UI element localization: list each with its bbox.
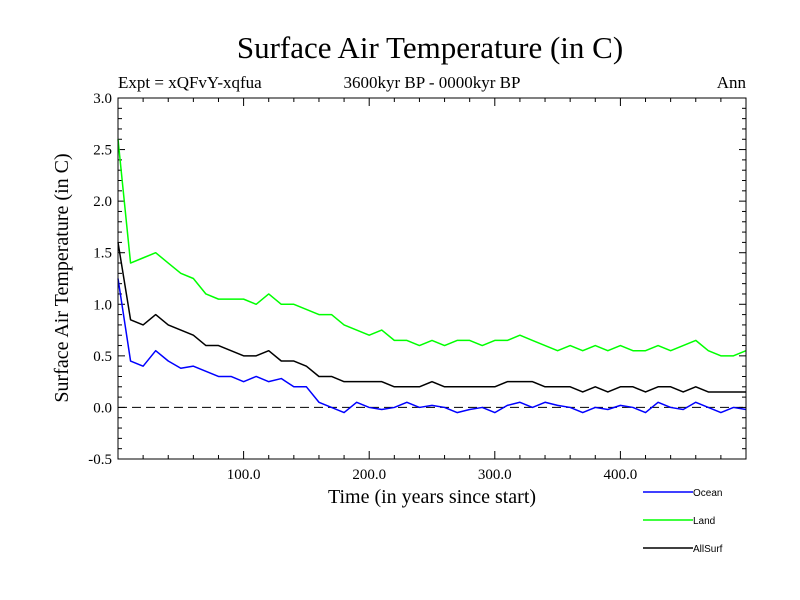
legend-label-land: Land (693, 516, 715, 527)
y-tick-label: 1.0 (93, 297, 112, 313)
chart-subtitle: 3600kyr BP - 0000kyr BP (344, 73, 521, 92)
x-axis-label: Time (in years since start) (328, 486, 536, 508)
chart-title: Surface Air Temperature (in C) (237, 30, 623, 65)
x-tick-label: 300.0 (478, 467, 512, 483)
y-tick-label: 2.5 (93, 143, 112, 159)
legend-label-ocean: Ocean (693, 488, 722, 499)
y-tick-label: 0.5 (93, 349, 112, 365)
season-label: Ann (717, 73, 747, 92)
legend-label-allsurf: AllSurf (693, 544, 723, 555)
y-tick-label: 1.5 (93, 246, 112, 262)
x-tick-label: 100.0 (227, 467, 261, 483)
series-line-allsurf (117, 242, 746, 393)
x-tick-label: 200.0 (352, 467, 386, 483)
y-tick-label: 2.0 (93, 194, 112, 210)
x-tick-label: 400.0 (604, 467, 638, 483)
y-tick-label: -0.5 (88, 452, 112, 468)
y-tick-label: 3.0 (93, 91, 112, 107)
y-tick-label: 0.0 (93, 400, 112, 416)
plot-frame (117, 97, 747, 460)
expt-label: Expt = xQFvY-xqfua (118, 73, 262, 92)
series-line-land (117, 139, 747, 357)
series-line-ocean (117, 278, 747, 414)
y-axis-label: Surface Air Temperature (in C) (51, 153, 73, 402)
